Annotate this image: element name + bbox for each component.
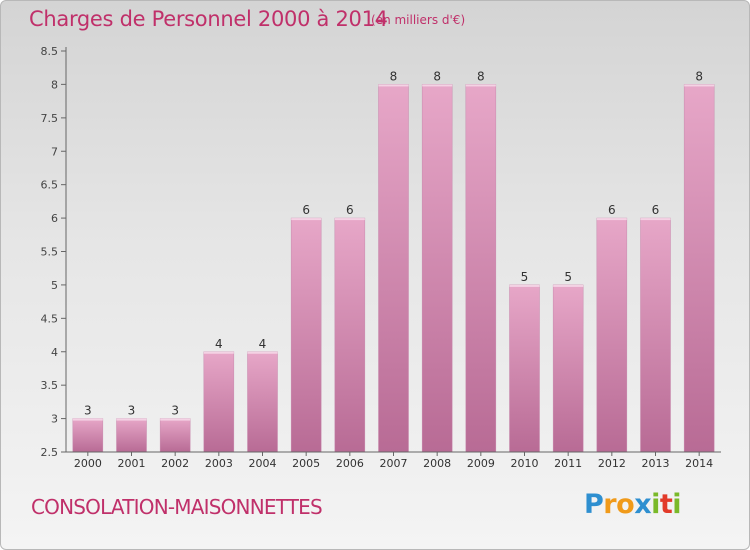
- x-tick-label: 2014: [685, 457, 713, 470]
- logo-letter: o: [616, 489, 635, 520]
- y-tick-label: 4.5: [41, 312, 59, 325]
- bar-highlight: [334, 218, 365, 221]
- y-tick-label: 7: [51, 145, 58, 158]
- bar-highlight: [378, 84, 409, 87]
- logo-letter: t: [659, 489, 673, 520]
- bar: [640, 217, 671, 453]
- bar-highlight: [116, 418, 147, 421]
- y-tick-label: 5.5: [41, 246, 59, 259]
- bar: [203, 351, 235, 453]
- y-axis: 2.5 3 3.5 4 4.5 5 5.5 6 6.5 7 7.5 8 8.5: [41, 45, 67, 459]
- unit-note: (en milliers d'€): [371, 13, 466, 27]
- bar-value-label: 8: [433, 69, 441, 83]
- y-tick-label: 8: [51, 78, 58, 91]
- x-tick-label: 2008: [423, 457, 451, 470]
- bar-highlight: [684, 84, 715, 87]
- bar: [552, 284, 584, 453]
- x-tick-label: 2013: [642, 457, 670, 470]
- bar-highlight: [247, 351, 278, 354]
- bar-highlight: [203, 351, 234, 354]
- y-tick-label: 3: [51, 413, 58, 426]
- bar-value-label: 6: [608, 203, 616, 217]
- bar-value-label: 3: [128, 404, 136, 418]
- bar: [247, 351, 278, 453]
- y-tick-label: 6.5: [41, 179, 59, 192]
- y-tick-label: 3.5: [41, 379, 59, 392]
- x-tick-label: 2005: [292, 457, 320, 470]
- bar-highlight: [291, 218, 322, 221]
- logo-letter: P: [584, 489, 604, 520]
- bar-value-label: 4: [259, 337, 267, 351]
- bar: [509, 284, 540, 453]
- bar: [378, 84, 409, 453]
- bar: [683, 84, 715, 453]
- bar: [72, 418, 104, 453]
- commune-name: CONSOLATION-MAISONNETTES: [31, 495, 323, 519]
- x-axis: 2000 2001 2002 2003 2004 2005 2006 2007 2008 2009…: [66, 451, 721, 470]
- bar-highlight: [465, 84, 496, 87]
- x-tick-label: 2003: [205, 457, 233, 470]
- bar: [465, 84, 497, 453]
- bar-value-label: 5: [564, 270, 572, 284]
- y-tick-label: 5: [51, 279, 58, 292]
- proxiti-logo: Proxiti: [584, 489, 682, 520]
- bar-value-label: 8: [390, 69, 398, 83]
- bar-value-label: 5: [521, 270, 529, 284]
- y-tick-label: 4: [51, 346, 58, 359]
- bar-highlight: [596, 218, 627, 221]
- bar-highlight: [72, 418, 103, 421]
- bar-value-label: 3: [171, 404, 179, 418]
- x-tick-label: 2012: [598, 457, 626, 470]
- x-tick-label: 2007: [380, 457, 408, 470]
- bar-highlight: [509, 284, 540, 287]
- x-tick-label: 2006: [336, 457, 364, 470]
- bar-value-label: 8: [695, 69, 703, 83]
- bar: [421, 84, 453, 453]
- logo-letter: i: [651, 489, 660, 520]
- logo-letter: r: [603, 489, 617, 520]
- y-tick-label: 7.5: [41, 112, 59, 125]
- bar-value-label: 6: [302, 203, 310, 217]
- y-tick-label: 6: [51, 212, 58, 225]
- logo-letter: x: [634, 489, 652, 520]
- bar: [290, 217, 322, 453]
- bar: [159, 418, 191, 453]
- bar-value-label: 6: [346, 203, 354, 217]
- bar-value-label: 4: [215, 337, 223, 351]
- bar-value-label: 3: [84, 404, 92, 418]
- x-tick-label: 2004: [249, 457, 277, 470]
- chart-title: Charges de Personnel 2000 à 2014: [29, 7, 388, 31]
- bar: [116, 418, 147, 453]
- bar: [596, 217, 628, 453]
- bar-value-label: 8: [477, 69, 485, 83]
- x-tick-label: 2010: [511, 457, 539, 470]
- bar-highlight: [553, 284, 584, 287]
- logo-letter: i: [672, 489, 682, 520]
- y-tick-label: 2.5: [41, 446, 59, 459]
- bars: 3 3 3 4 4 6 6 8 8 8 5 5 6 6 8: [72, 69, 715, 453]
- x-tick-label: 2001: [118, 457, 146, 470]
- bar-highlight: [422, 84, 453, 87]
- x-tick-label: 2002: [161, 457, 189, 470]
- x-tick-label: 2000: [74, 457, 102, 470]
- x-tick-label: 2011: [554, 457, 582, 470]
- bar-value-label: 6: [652, 203, 660, 217]
- bar: [334, 217, 366, 453]
- bar-highlight: [640, 218, 671, 221]
- x-tick-label: 2009: [467, 457, 495, 470]
- y-tick-label: 8.5: [41, 45, 59, 58]
- bar-highlight: [160, 418, 191, 421]
